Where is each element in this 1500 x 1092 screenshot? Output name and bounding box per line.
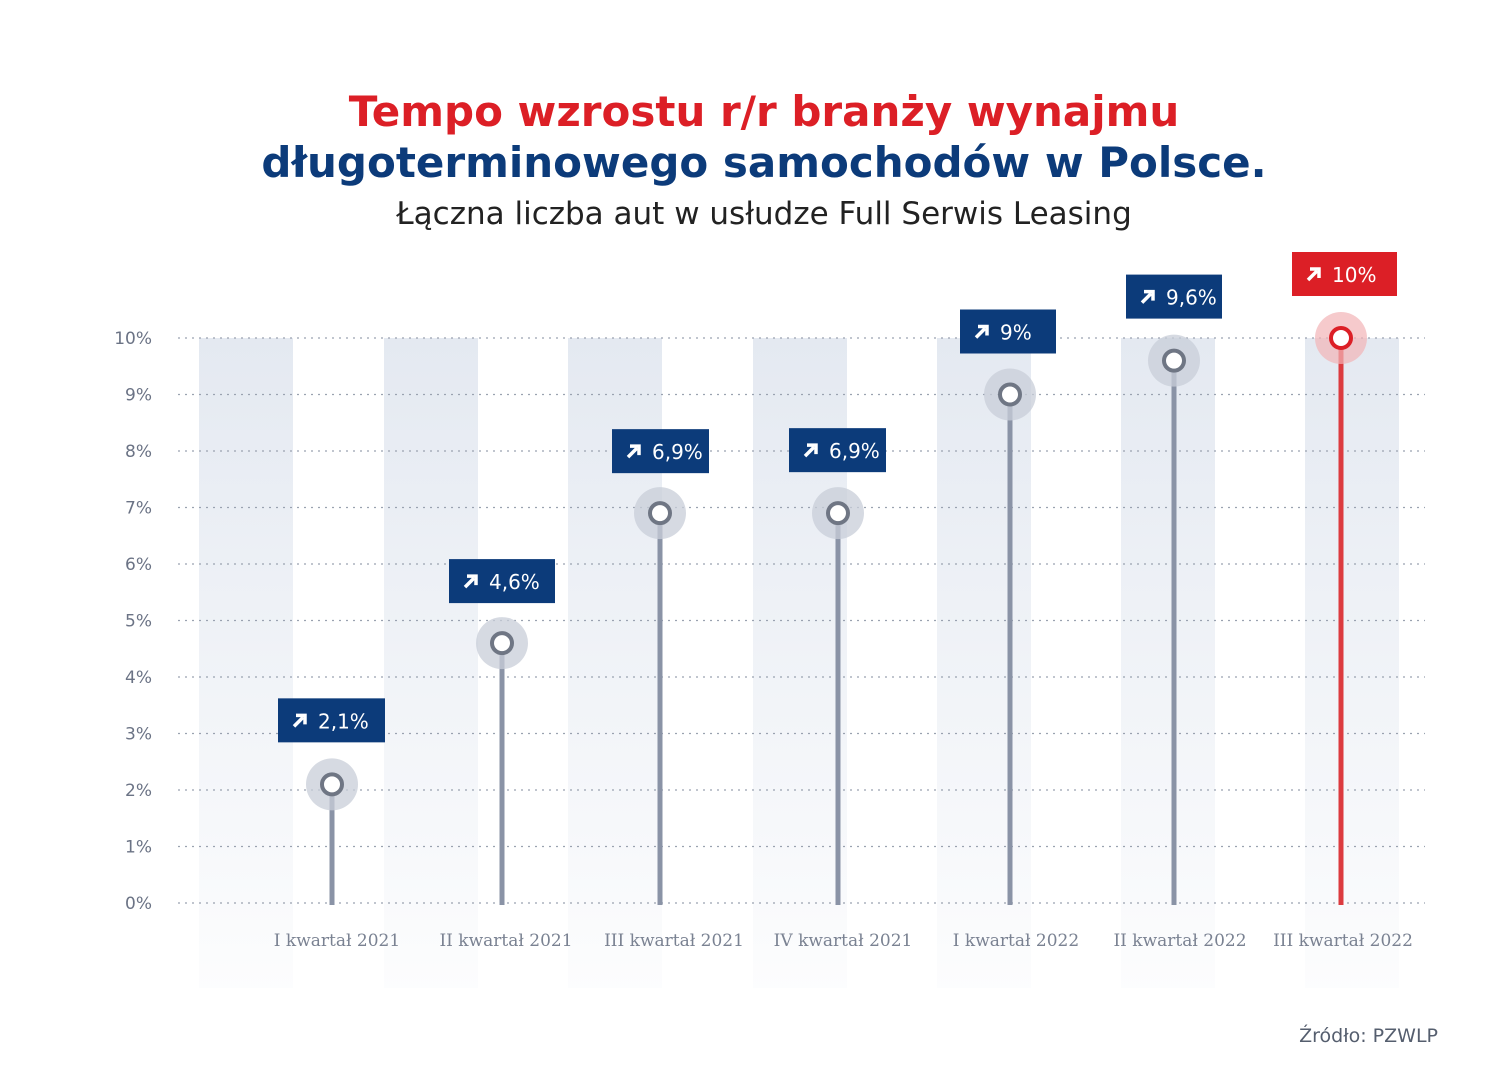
x-tick-label: III kwartał 2021 [604,931,744,951]
arrow-up-right-icon [292,713,307,728]
data-label: 6,9% [612,429,709,474]
data-point [998,382,1022,407]
y-tick-label: 8% [125,442,152,462]
data-label-box [1126,274,1222,319]
arrow-up-right-icon [626,444,641,459]
y-tick-label: 2% [125,781,152,801]
y-tick-label: 0% [125,894,152,914]
x-tick-label: IV kwartał 2021 [774,931,913,951]
y-tick-label: 4% [125,668,152,688]
data-point [490,631,514,656]
data-label: 10% [1292,252,1397,296]
y-tick-label: 7% [125,499,152,519]
chart-subtitle: Łączna liczba aut w usłudze Full Serwis … [396,196,1132,232]
data-label-text: 9,6% [1166,286,1217,310]
data-label-text: 4,6% [489,570,540,594]
data-point [1329,326,1353,350]
data-label: 9,6% [1126,274,1222,319]
data-label: 4,6% [449,559,555,604]
data-point [648,501,672,526]
y-tick-label: 6% [125,555,152,575]
arrow-up-right-icon [1306,267,1321,282]
y-tick-label: 1% [125,838,152,858]
data-label-box [278,698,385,743]
data-label-text: 9% [1000,321,1032,345]
data-point [320,772,344,797]
data-label: 9% [960,309,1056,354]
arrow-up-right-icon [974,324,989,339]
column-band [1305,338,1399,988]
data-label-box [449,559,555,604]
x-tick-label: I kwartał 2021 [274,931,400,951]
arrow-up-right-icon [1140,289,1155,304]
data-label: 2,1% [278,698,385,743]
data-label-text: 6,9% [652,440,703,464]
arrow-up-right-icon [803,443,818,458]
y-tick-label: 10% [114,329,152,349]
data-label-text: 10% [1332,263,1376,287]
source-note: Źródło: PZWLP [1299,1025,1438,1047]
arrow-up-right-icon [463,574,478,589]
data-point [826,501,850,526]
data-label-text: 2,1% [318,709,369,733]
x-tick-label: III kwartał 2022 [1273,931,1413,951]
data-label-box [612,429,709,474]
chart-title: Tempo wzrostu r/r branży wynajmu [348,87,1180,136]
x-tick-label: I kwartał 2022 [953,931,1079,951]
column-band [199,338,293,988]
x-tick-label: II kwartał 2021 [439,931,572,951]
data-label-text: 6,9% [829,439,880,463]
data-label-box [960,309,1056,354]
column-band [384,338,478,988]
column-band [937,338,1031,988]
y-tick-label: 9% [125,386,152,406]
data-label-box [1292,252,1397,296]
chart-title-line2: długoterminowego samochodów w Polsce. [261,138,1267,187]
column-band [1121,338,1215,988]
x-tick-label: II kwartał 2022 [1113,931,1246,951]
data-label-box [789,428,886,473]
y-tick-label: 5% [125,612,152,632]
data-label: 6,9% [789,428,886,473]
data-point [1162,348,1186,373]
y-tick-label: 3% [125,725,152,745]
